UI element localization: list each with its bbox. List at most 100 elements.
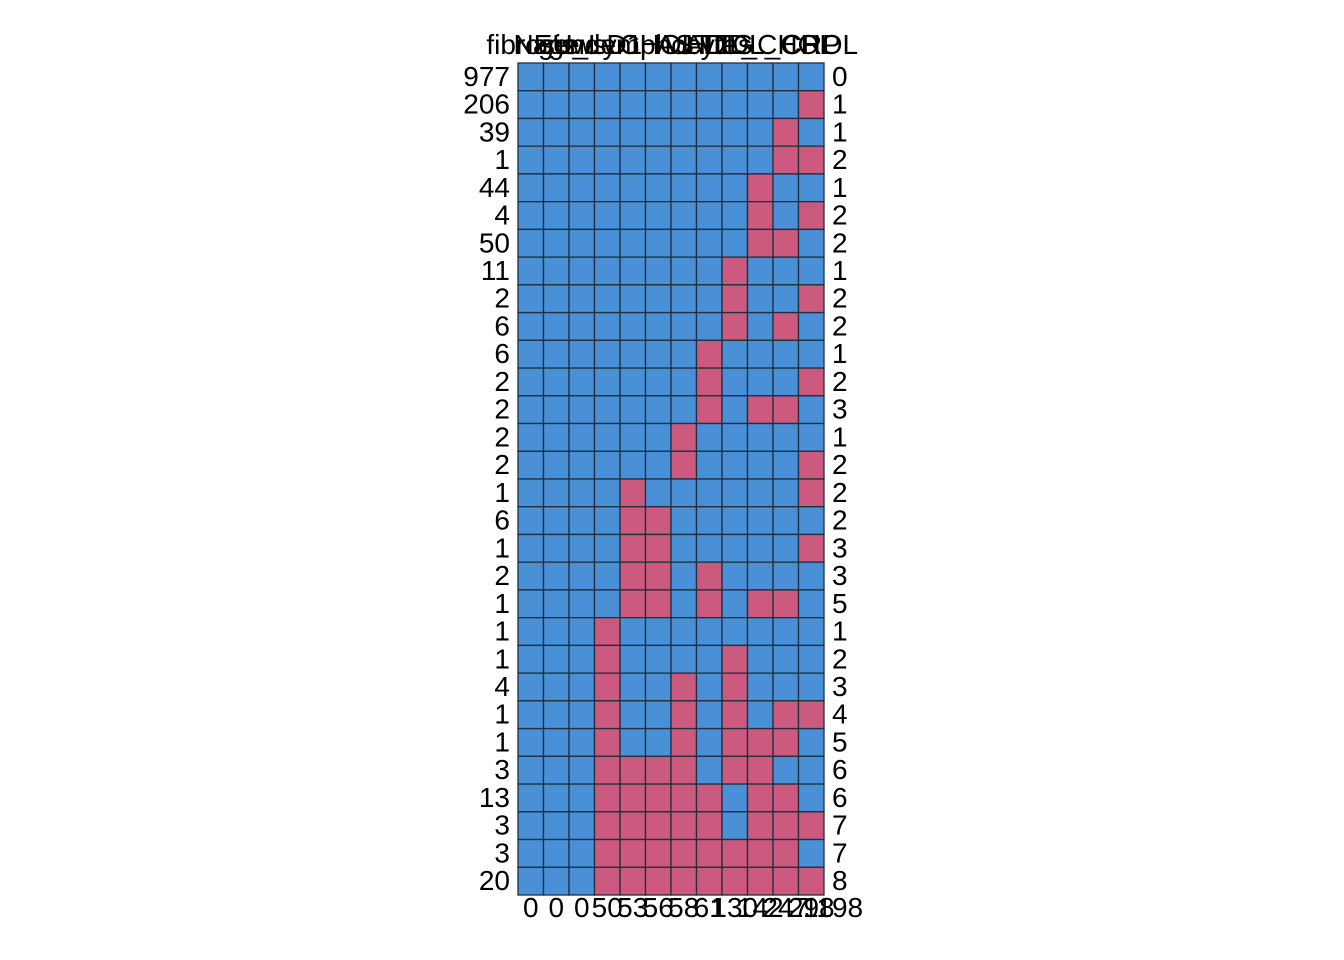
observed-cell xyxy=(542,422,570,452)
observed-cell xyxy=(517,62,545,92)
pattern-frequency: 39 xyxy=(479,116,510,147)
observed-cell xyxy=(542,395,570,425)
observed-cell xyxy=(517,644,545,674)
observed-cell xyxy=(695,506,723,536)
pattern-missing-count: 3 xyxy=(832,532,848,563)
observed-cell xyxy=(772,450,800,480)
observed-cell xyxy=(797,62,825,92)
observed-cell xyxy=(517,395,545,425)
observed-cell xyxy=(746,672,774,702)
missing-cell xyxy=(746,395,774,425)
observed-cell xyxy=(695,311,723,341)
observed-cell xyxy=(593,450,621,480)
missing-cell xyxy=(619,589,647,619)
pattern-frequency: 11 xyxy=(481,255,510,286)
missing-cell xyxy=(644,866,672,896)
missing-cell xyxy=(670,838,698,868)
missing-cell xyxy=(670,700,698,730)
observed-cell xyxy=(721,201,749,231)
observed-cell xyxy=(670,173,698,203)
pattern-frequency: 2 xyxy=(494,421,510,452)
observed-cell xyxy=(746,533,774,563)
missing-cell xyxy=(772,311,800,341)
missing-cell xyxy=(619,533,647,563)
observed-cell xyxy=(517,727,545,757)
observed-cell xyxy=(593,395,621,425)
pattern-frequency: 977 xyxy=(463,61,510,92)
observed-cell xyxy=(542,561,570,591)
observed-cell xyxy=(721,145,749,175)
missing-cell xyxy=(772,727,800,757)
observed-cell xyxy=(593,339,621,369)
missing-cell xyxy=(670,450,698,480)
observed-cell xyxy=(644,145,672,175)
missing-cell xyxy=(746,811,774,841)
observed-cell xyxy=(517,284,545,314)
pattern-missing-count: 1 xyxy=(832,172,848,203)
missing-cell xyxy=(772,811,800,841)
observed-cell xyxy=(568,506,596,536)
missing-cell xyxy=(797,284,825,314)
observed-cell xyxy=(695,727,723,757)
observed-cell xyxy=(721,367,749,397)
variable-missing-count: 53 xyxy=(617,892,648,923)
observed-cell xyxy=(517,367,545,397)
pattern-frequency: 2 xyxy=(494,394,510,425)
observed-cell xyxy=(517,755,545,785)
missing-cell xyxy=(772,145,800,175)
variable-missing-count: 0 xyxy=(574,892,590,923)
missing-cell xyxy=(746,727,774,757)
observed-cell xyxy=(517,533,545,563)
pattern-frequency: 6 xyxy=(494,310,510,341)
observed-cell xyxy=(593,284,621,314)
missing-cell xyxy=(721,644,749,674)
observed-cell xyxy=(517,422,545,452)
observed-cell xyxy=(517,339,545,369)
observed-cell xyxy=(542,838,570,868)
observed-cell xyxy=(721,339,749,369)
observed-cell xyxy=(619,617,647,647)
observed-cell xyxy=(670,339,698,369)
missing-cell xyxy=(772,838,800,868)
observed-cell xyxy=(670,478,698,508)
observed-cell xyxy=(670,62,698,92)
missing-cell xyxy=(619,506,647,536)
observed-cell xyxy=(670,617,698,647)
missing-cell xyxy=(670,755,698,785)
observed-cell xyxy=(568,672,596,702)
missing-cell xyxy=(695,339,723,369)
observed-cell xyxy=(695,145,723,175)
pattern-frequency: 4 xyxy=(494,200,510,231)
observed-cell xyxy=(746,478,774,508)
observed-cell xyxy=(542,228,570,258)
missing-cell xyxy=(619,783,647,813)
observed-cell xyxy=(568,173,596,203)
observed-cell xyxy=(797,727,825,757)
observed-cell xyxy=(721,117,749,147)
observed-cell xyxy=(746,617,774,647)
observed-cell xyxy=(517,700,545,730)
observed-cell xyxy=(721,589,749,619)
observed-cell xyxy=(568,422,596,452)
missing-cell xyxy=(593,617,621,647)
observed-cell xyxy=(542,201,570,231)
observed-cell xyxy=(644,617,672,647)
variable-label: CRP xyxy=(782,29,841,60)
observed-cell xyxy=(721,62,749,92)
pattern-frequency: 1 xyxy=(494,477,510,508)
missing-cell xyxy=(797,478,825,508)
pattern-missing-count: 1 xyxy=(832,116,848,147)
missing-cell xyxy=(797,700,825,730)
missing-cell xyxy=(721,838,749,868)
observed-cell xyxy=(593,311,621,341)
observed-cell xyxy=(746,284,774,314)
observed-cell xyxy=(746,644,774,674)
observed-cell xyxy=(593,589,621,619)
variable-labels: fibrosisagegenderwsD1NEU_LymphocytesCHOL… xyxy=(486,29,858,60)
observed-cell xyxy=(797,617,825,647)
observed-cell xyxy=(721,561,749,591)
variable-missing-count: 56 xyxy=(643,892,674,923)
